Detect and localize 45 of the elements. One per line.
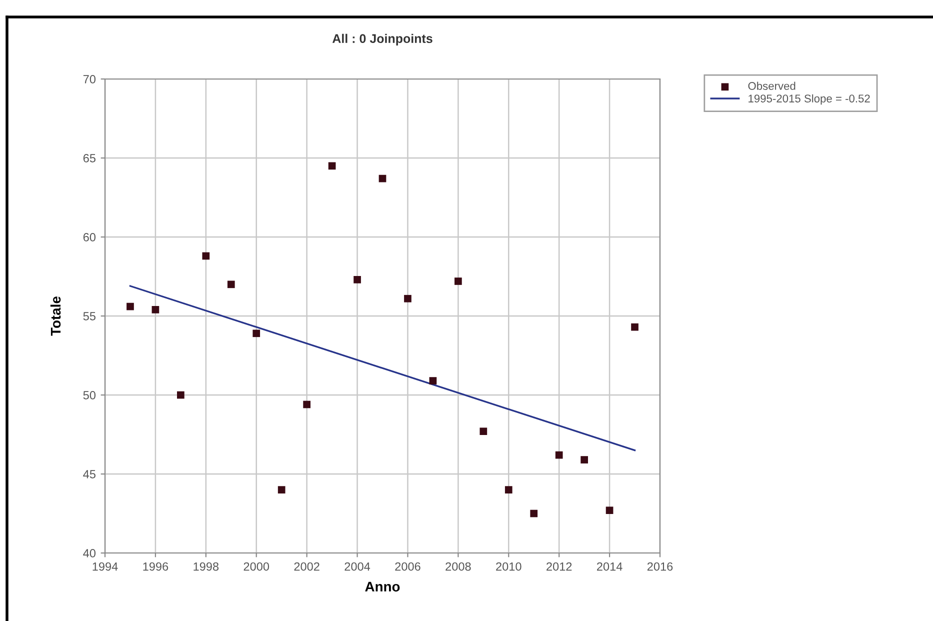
x-tick-label: 2008 [446,562,471,571]
point [606,506,614,514]
chart-title: All : 0 Joinpoints [332,34,432,46]
y-tick-label: 60 [83,233,96,242]
x-tick-label: 2010 [496,562,522,571]
point [504,486,512,494]
y-tick-label: 70 [83,75,96,84]
point [252,330,260,338]
point [404,294,412,302]
x-tick-label: 1998 [194,562,219,571]
point [378,174,386,182]
point [227,280,235,288]
point [530,510,538,518]
x-tick-label: 2000 [244,562,270,571]
point [354,276,361,284]
y-tick-label: 40 [83,549,96,558]
point [278,486,286,494]
x-tick-label: 2016 [647,562,673,571]
point [303,400,310,408]
y-tick-label: 55 [83,312,96,320]
y-tick-label: 50 [83,391,96,400]
point [480,428,488,436]
x-tick-label: 2004 [344,562,370,571]
point [580,456,588,464]
x-tick-label: 2002 [294,562,320,571]
x-tick-label: 2012 [546,562,572,571]
legend-label: Observed [748,82,796,90]
point [328,162,336,170]
y-axis-title: Totale [50,296,61,336]
point [202,252,210,260]
x-axis-title: Anno [365,582,400,592]
point [177,391,184,399]
point [126,302,134,310]
x-tick-label: 2014 [597,562,622,571]
point [152,306,160,314]
x-tick-label: 1994 [92,562,118,571]
x-tick-label: 2006 [395,562,420,571]
point [454,278,462,285]
point [429,377,437,384]
y-tick-label: 65 [83,154,96,162]
x-tick-label: 1996 [143,562,168,571]
point [555,451,563,459]
y-tick-label: 45 [83,470,96,478]
point [631,323,638,331]
legend-label: 1995-2015 Slope = -0.52 [748,94,870,105]
